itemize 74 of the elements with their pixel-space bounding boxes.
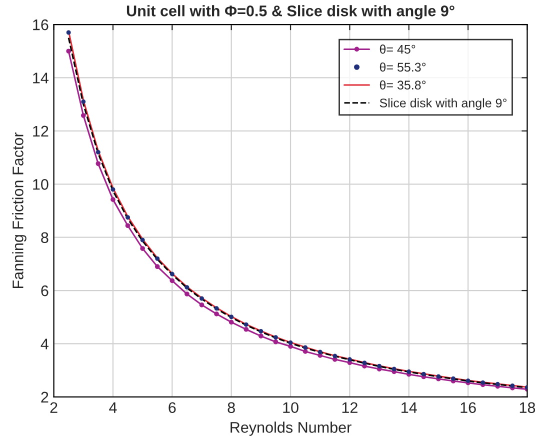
point bbox=[214, 306, 219, 311]
point bbox=[96, 150, 100, 154]
point bbox=[273, 335, 278, 340]
legend-label: Slice disk with angle 9° bbox=[380, 98, 506, 110]
point bbox=[288, 340, 293, 345]
point bbox=[81, 99, 86, 104]
point bbox=[258, 328, 264, 334]
legend-label: θ= 55.3° bbox=[380, 62, 426, 72]
x-tick-label: 2 bbox=[50, 402, 58, 413]
point bbox=[228, 320, 234, 325]
point bbox=[140, 238, 145, 242]
point bbox=[362, 360, 367, 366]
point bbox=[362, 364, 367, 369]
point bbox=[110, 197, 116, 202]
point bbox=[125, 223, 130, 228]
y-tick-label: 10 bbox=[33, 179, 48, 190]
x-tick-label: 18 bbox=[520, 402, 536, 414]
y-tick-label: 16 bbox=[33, 19, 48, 30]
y-tick-label: 4 bbox=[40, 338, 48, 350]
x-tick-label: 12 bbox=[342, 402, 358, 413]
point bbox=[200, 296, 204, 301]
legend-label: θ= 35.8° bbox=[380, 80, 426, 90]
point bbox=[170, 278, 175, 284]
x-tick-label: 14 bbox=[402, 402, 417, 413]
chart-title: Unit cell with Φ=0.5 & Slice disk with angle 9° bbox=[126, 5, 454, 20]
point bbox=[377, 364, 382, 368]
point bbox=[199, 302, 204, 308]
point bbox=[170, 272, 174, 276]
point bbox=[451, 376, 456, 381]
y-tick-label: 14 bbox=[33, 72, 48, 84]
x-tick-label: 10 bbox=[283, 402, 298, 414]
point bbox=[155, 256, 160, 261]
point bbox=[66, 48, 72, 54]
point bbox=[126, 215, 130, 220]
point bbox=[229, 314, 234, 320]
x-tick-label: 6 bbox=[168, 402, 176, 414]
point bbox=[214, 312, 219, 316]
point bbox=[303, 345, 308, 350]
y-tick-label: 6 bbox=[41, 285, 48, 296]
point bbox=[318, 353, 323, 358]
point bbox=[110, 187, 116, 192]
point bbox=[436, 374, 441, 379]
point bbox=[421, 372, 426, 376]
point bbox=[96, 161, 101, 166]
x-tick-label: 8 bbox=[228, 402, 235, 414]
y-tick-label: 8 bbox=[41, 232, 48, 244]
point bbox=[244, 322, 248, 327]
point bbox=[392, 366, 396, 372]
y-tick-label: 2 bbox=[41, 392, 48, 402]
point bbox=[406, 369, 412, 374]
point bbox=[495, 382, 500, 386]
point bbox=[318, 350, 322, 354]
legend-label: θ= 45° bbox=[380, 44, 416, 54]
point bbox=[140, 246, 145, 251]
x-tick-label: 16 bbox=[460, 402, 476, 414]
point bbox=[288, 344, 293, 349]
point bbox=[258, 334, 264, 338]
point bbox=[332, 354, 338, 358]
point bbox=[184, 285, 190, 290]
point bbox=[154, 264, 160, 270]
x-tick-label: 4 bbox=[109, 402, 117, 413]
point bbox=[80, 113, 86, 118]
point bbox=[332, 357, 338, 362]
y-tick-label: 12 bbox=[33, 126, 48, 136]
point bbox=[244, 326, 249, 332]
y-axis-title: Fanning Friction Factor bbox=[12, 132, 26, 288]
point bbox=[302, 349, 308, 354]
point bbox=[66, 30, 71, 35]
point bbox=[480, 380, 486, 385]
point bbox=[466, 378, 470, 383]
point bbox=[273, 339, 278, 344]
point bbox=[184, 292, 190, 296]
x-axis-title: Reynolds Number bbox=[230, 422, 352, 436]
point bbox=[347, 357, 352, 362]
